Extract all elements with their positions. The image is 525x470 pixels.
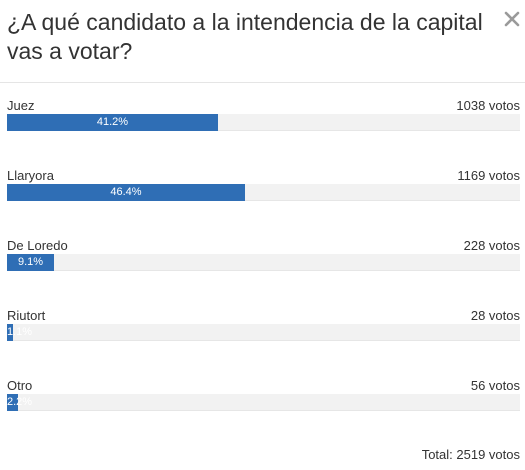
total-votes: 2519 votos [456, 447, 520, 462]
option-label: Llaryora [7, 168, 54, 183]
option-vote-count: 28 votos [470, 308, 520, 323]
option-vote-count: 228 votos [463, 238, 520, 253]
poll-option-juez: Juez 1038 votos 41.2% [0, 98, 525, 158]
option-label: Riutort [7, 308, 46, 323]
poll-option-riutort: Riutort 28 votos 1.1% [0, 308, 525, 368]
option-label: De Loredo [7, 238, 68, 253]
option-label: Juez [7, 98, 35, 113]
poll-question: ¿A qué candidato a la intendencia de la … [7, 9, 483, 64]
option-percent: 46.4% [110, 186, 142, 198]
poll-option-de-loredo: De Loredo 228 votos 9.1% [0, 238, 525, 298]
option-progress-track: 41.2% [7, 114, 520, 131]
option-progress-track: 46.4% [7, 184, 520, 201]
option-percent: 41.2% [96, 116, 129, 128]
close-button[interactable] [503, 10, 521, 28]
option-percent: 2.2% [7, 396, 33, 408]
option-progress-track: 1.1% [7, 324, 520, 341]
option-vote-count: 1169 votos [457, 168, 520, 183]
option-progress-track: 2.2% [7, 394, 520, 411]
poll-option-otro: Otro 56 votos 2.2% [0, 378, 525, 438]
option-label: Otro [7, 378, 33, 393]
option-percent: 1.1% [7, 326, 33, 338]
option-progress-track: 9.1% [7, 254, 520, 271]
option-progress-fill [7, 114, 218, 131]
poll-option-llaryora: Llaryora 1169 votos 46.4% [0, 168, 525, 228]
poll-header: ¿A qué candidato a la intendencia de la … [0, 0, 525, 83]
total-label: Total: [421, 447, 453, 462]
option-progress-fill [7, 254, 54, 271]
option-vote-count: 1038 votos [456, 98, 520, 113]
poll-total: Total: 2519 votos [422, 447, 520, 462]
option-vote-count: 56 votos [470, 378, 520, 393]
option-progress-fill [7, 394, 18, 411]
option-progress-fill [7, 184, 245, 201]
option-percent: 9.1% [17, 256, 44, 268]
option-progress-fill [7, 324, 13, 341]
close-icon [504, 11, 520, 27]
